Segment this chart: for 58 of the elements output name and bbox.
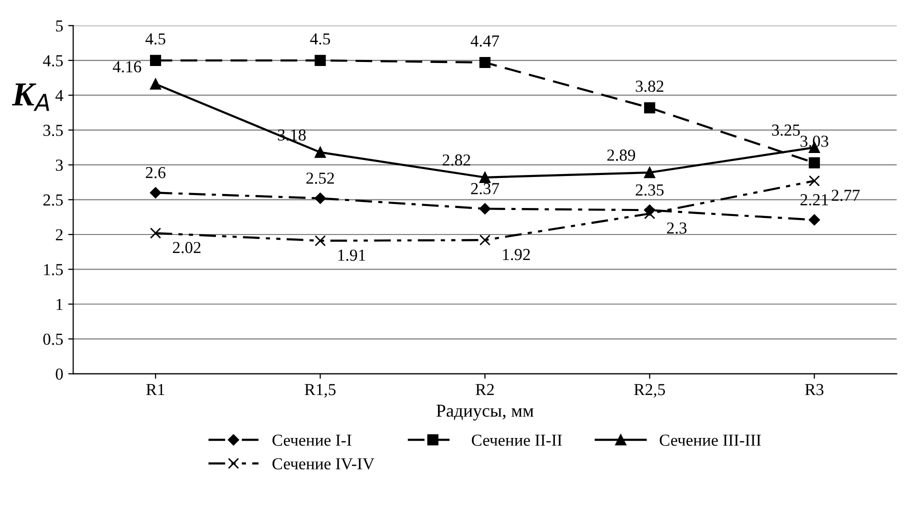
data-label: 2.3 (667, 222, 686, 234)
x-tick-label: R3 (805, 384, 824, 396)
data-label: 1.91 (338, 250, 366, 261)
point (644, 102, 656, 114)
data-label: 3.25 (772, 124, 800, 136)
point (479, 234, 491, 246)
data-label: 2.6 (146, 167, 166, 178)
data-label: 4.16 (112, 61, 142, 72)
point (150, 228, 162, 239)
data-label: 2.89 (607, 150, 636, 161)
y-tick-label: 3 (56, 160, 63, 171)
y-tick-label: 2 (56, 229, 63, 240)
point (479, 203, 491, 214)
point (644, 208, 656, 220)
legend-label: Сечение I-I (272, 434, 352, 446)
y-tick-label: 1.5 (44, 264, 63, 276)
point (150, 187, 162, 198)
point (808, 214, 820, 226)
y-axis-title: K$_{A}$ (12, 84, 50, 111)
data-label: 4.5 (310, 33, 330, 45)
point (479, 172, 491, 183)
point (314, 192, 326, 204)
x-tick-label: R1 (146, 384, 164, 396)
y-tick-label: 1 (56, 298, 62, 310)
point (314, 54, 326, 66)
point (150, 54, 162, 66)
legend-label: Сечение III-III (660, 434, 761, 446)
data-label: 1.92 (503, 248, 530, 260)
point (808, 157, 820, 168)
data-label: 2.77 (832, 190, 860, 202)
point (479, 56, 491, 68)
y-tick-label: 0.5 (43, 334, 63, 345)
point (808, 175, 820, 186)
data-label: 2.21 (800, 194, 828, 206)
data-label: 4.5 (145, 33, 166, 45)
legend-label: Сечение II-II (472, 434, 562, 446)
data-label: 4.47 (470, 35, 500, 47)
x-tick-label: R2 (476, 384, 494, 396)
x-tick-label: R1,5 (304, 384, 336, 398)
data-label: 2.35 (636, 184, 664, 196)
data-label: 3.82 (636, 80, 664, 92)
point (644, 166, 656, 178)
data-label: 2.82 (442, 154, 470, 166)
point (150, 78, 162, 90)
y-tick-label: 0 (56, 368, 63, 380)
legend-label: Сечение IV-IV (272, 458, 374, 470)
y-tick-label: 3.5 (43, 124, 63, 136)
data-label: 2.37 (471, 183, 500, 194)
data-label: 2.02 (172, 242, 200, 254)
x-axis-title: Радиусы, мм (436, 404, 534, 421)
x-tick-label: R2,5 (634, 384, 665, 398)
y-tick-label: 5 (56, 20, 63, 32)
point (314, 146, 326, 158)
point (314, 235, 326, 246)
y-tick-label: 4 (55, 90, 64, 102)
data-label: 2.52 (306, 172, 334, 184)
y-tick-label: 2.5 (43, 194, 63, 206)
y-tick-label: 4.5 (42, 55, 63, 66)
